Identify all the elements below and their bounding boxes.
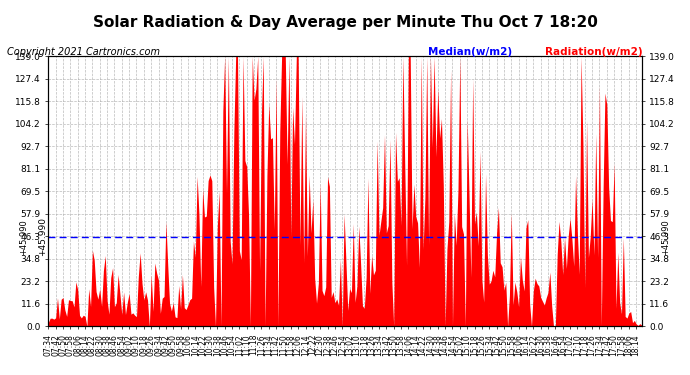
Text: Radiation(w/m2): Radiation(w/m2) <box>545 47 642 57</box>
Text: +45.990: +45.990 <box>39 217 48 256</box>
Text: Solar Radiation & Day Average per Minute Thu Oct 7 18:20: Solar Radiation & Day Average per Minute… <box>92 15 598 30</box>
Text: Median(w/m2): Median(w/m2) <box>428 47 512 57</box>
Text: +45.990: +45.990 <box>661 219 671 255</box>
Text: Copyright 2021 Cartronics.com: Copyright 2021 Cartronics.com <box>7 47 160 57</box>
Text: +45.990: +45.990 <box>19 219 29 255</box>
